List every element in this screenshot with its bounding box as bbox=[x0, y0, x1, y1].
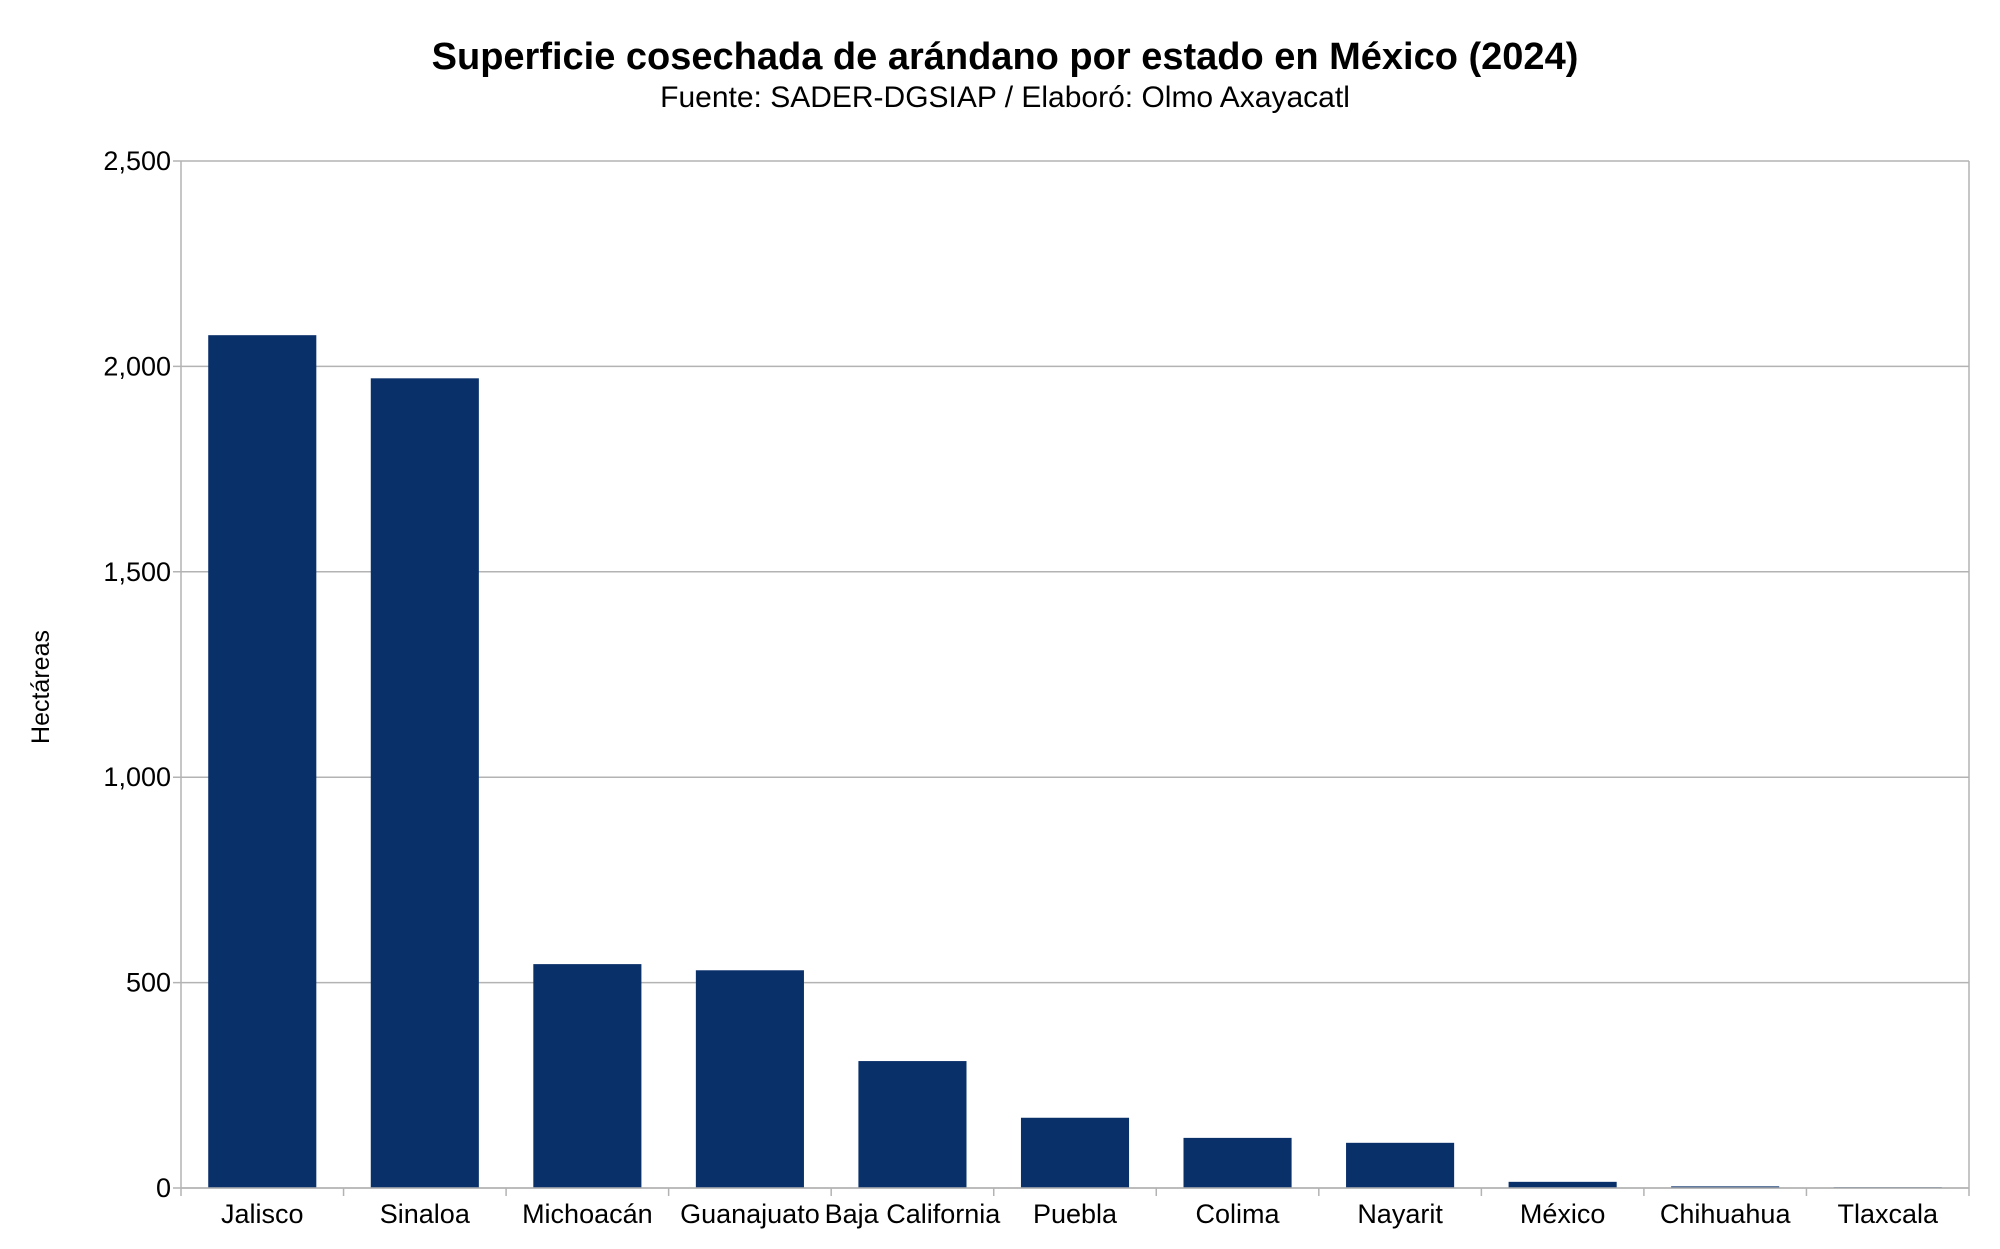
x-tick-label: Sinaloa bbox=[380, 1199, 471, 1229]
x-tick-label: Puebla bbox=[1033, 1199, 1118, 1229]
x-tick-label: Guanajuato bbox=[680, 1199, 820, 1229]
y-axis-title: Hectáreas bbox=[27, 630, 55, 744]
bar-guanajuato bbox=[695, 970, 804, 1188]
x-tick-label: Jalisco bbox=[221, 1199, 304, 1229]
x-tick-label: México bbox=[1520, 1199, 1606, 1229]
x-tick-label: Tlaxcala bbox=[1837, 1199, 1939, 1229]
axes bbox=[180, 161, 1970, 1196]
y-tick-label: 1,500 bbox=[103, 557, 171, 587]
bar-méxico bbox=[1508, 1181, 1617, 1188]
bar-jalisco bbox=[208, 335, 317, 1188]
x-tick-label: Nayarit bbox=[1357, 1199, 1443, 1229]
bar-nayarit bbox=[1346, 1142, 1455, 1188]
bar-michoacán bbox=[533, 964, 642, 1188]
chart-title: Superficie cosechada de arándano por est… bbox=[432, 36, 1579, 78]
bar-puebla bbox=[1020, 1117, 1130, 1188]
y-axis-ticks: 0 500 1,000 1,500 2,000 2,500 bbox=[103, 146, 171, 1203]
y-tick-label: 500 bbox=[126, 968, 171, 998]
bar-colima bbox=[1183, 1137, 1292, 1188]
y-tick-label: 2,000 bbox=[103, 351, 171, 381]
y-tick-label: 1,000 bbox=[103, 762, 171, 792]
bar-baja-california bbox=[858, 1061, 967, 1188]
bars bbox=[208, 335, 1942, 1189]
x-tick-label: Baja California bbox=[825, 1199, 1002, 1229]
x-axis-ticks: Jalisco Sinaloa Michoacán Guanajuato Baja Ca… bbox=[180, 1188, 1939, 1229]
x-tick-label: Colima bbox=[1196, 1199, 1281, 1229]
bar-chihuahua bbox=[1671, 1186, 1780, 1188]
y-tick-label: 0 bbox=[156, 1173, 171, 1203]
y-tick-label: 2,500 bbox=[103, 146, 171, 176]
x-tick-label: Chihuahua bbox=[1660, 1199, 1792, 1229]
bar-sinaloa bbox=[370, 378, 479, 1188]
x-tick-label: Michoacán bbox=[522, 1199, 653, 1229]
chart-subtitle: Fuente: SADER-DGSIAP / Elaboró: Olmo Axa… bbox=[660, 81, 1350, 114]
